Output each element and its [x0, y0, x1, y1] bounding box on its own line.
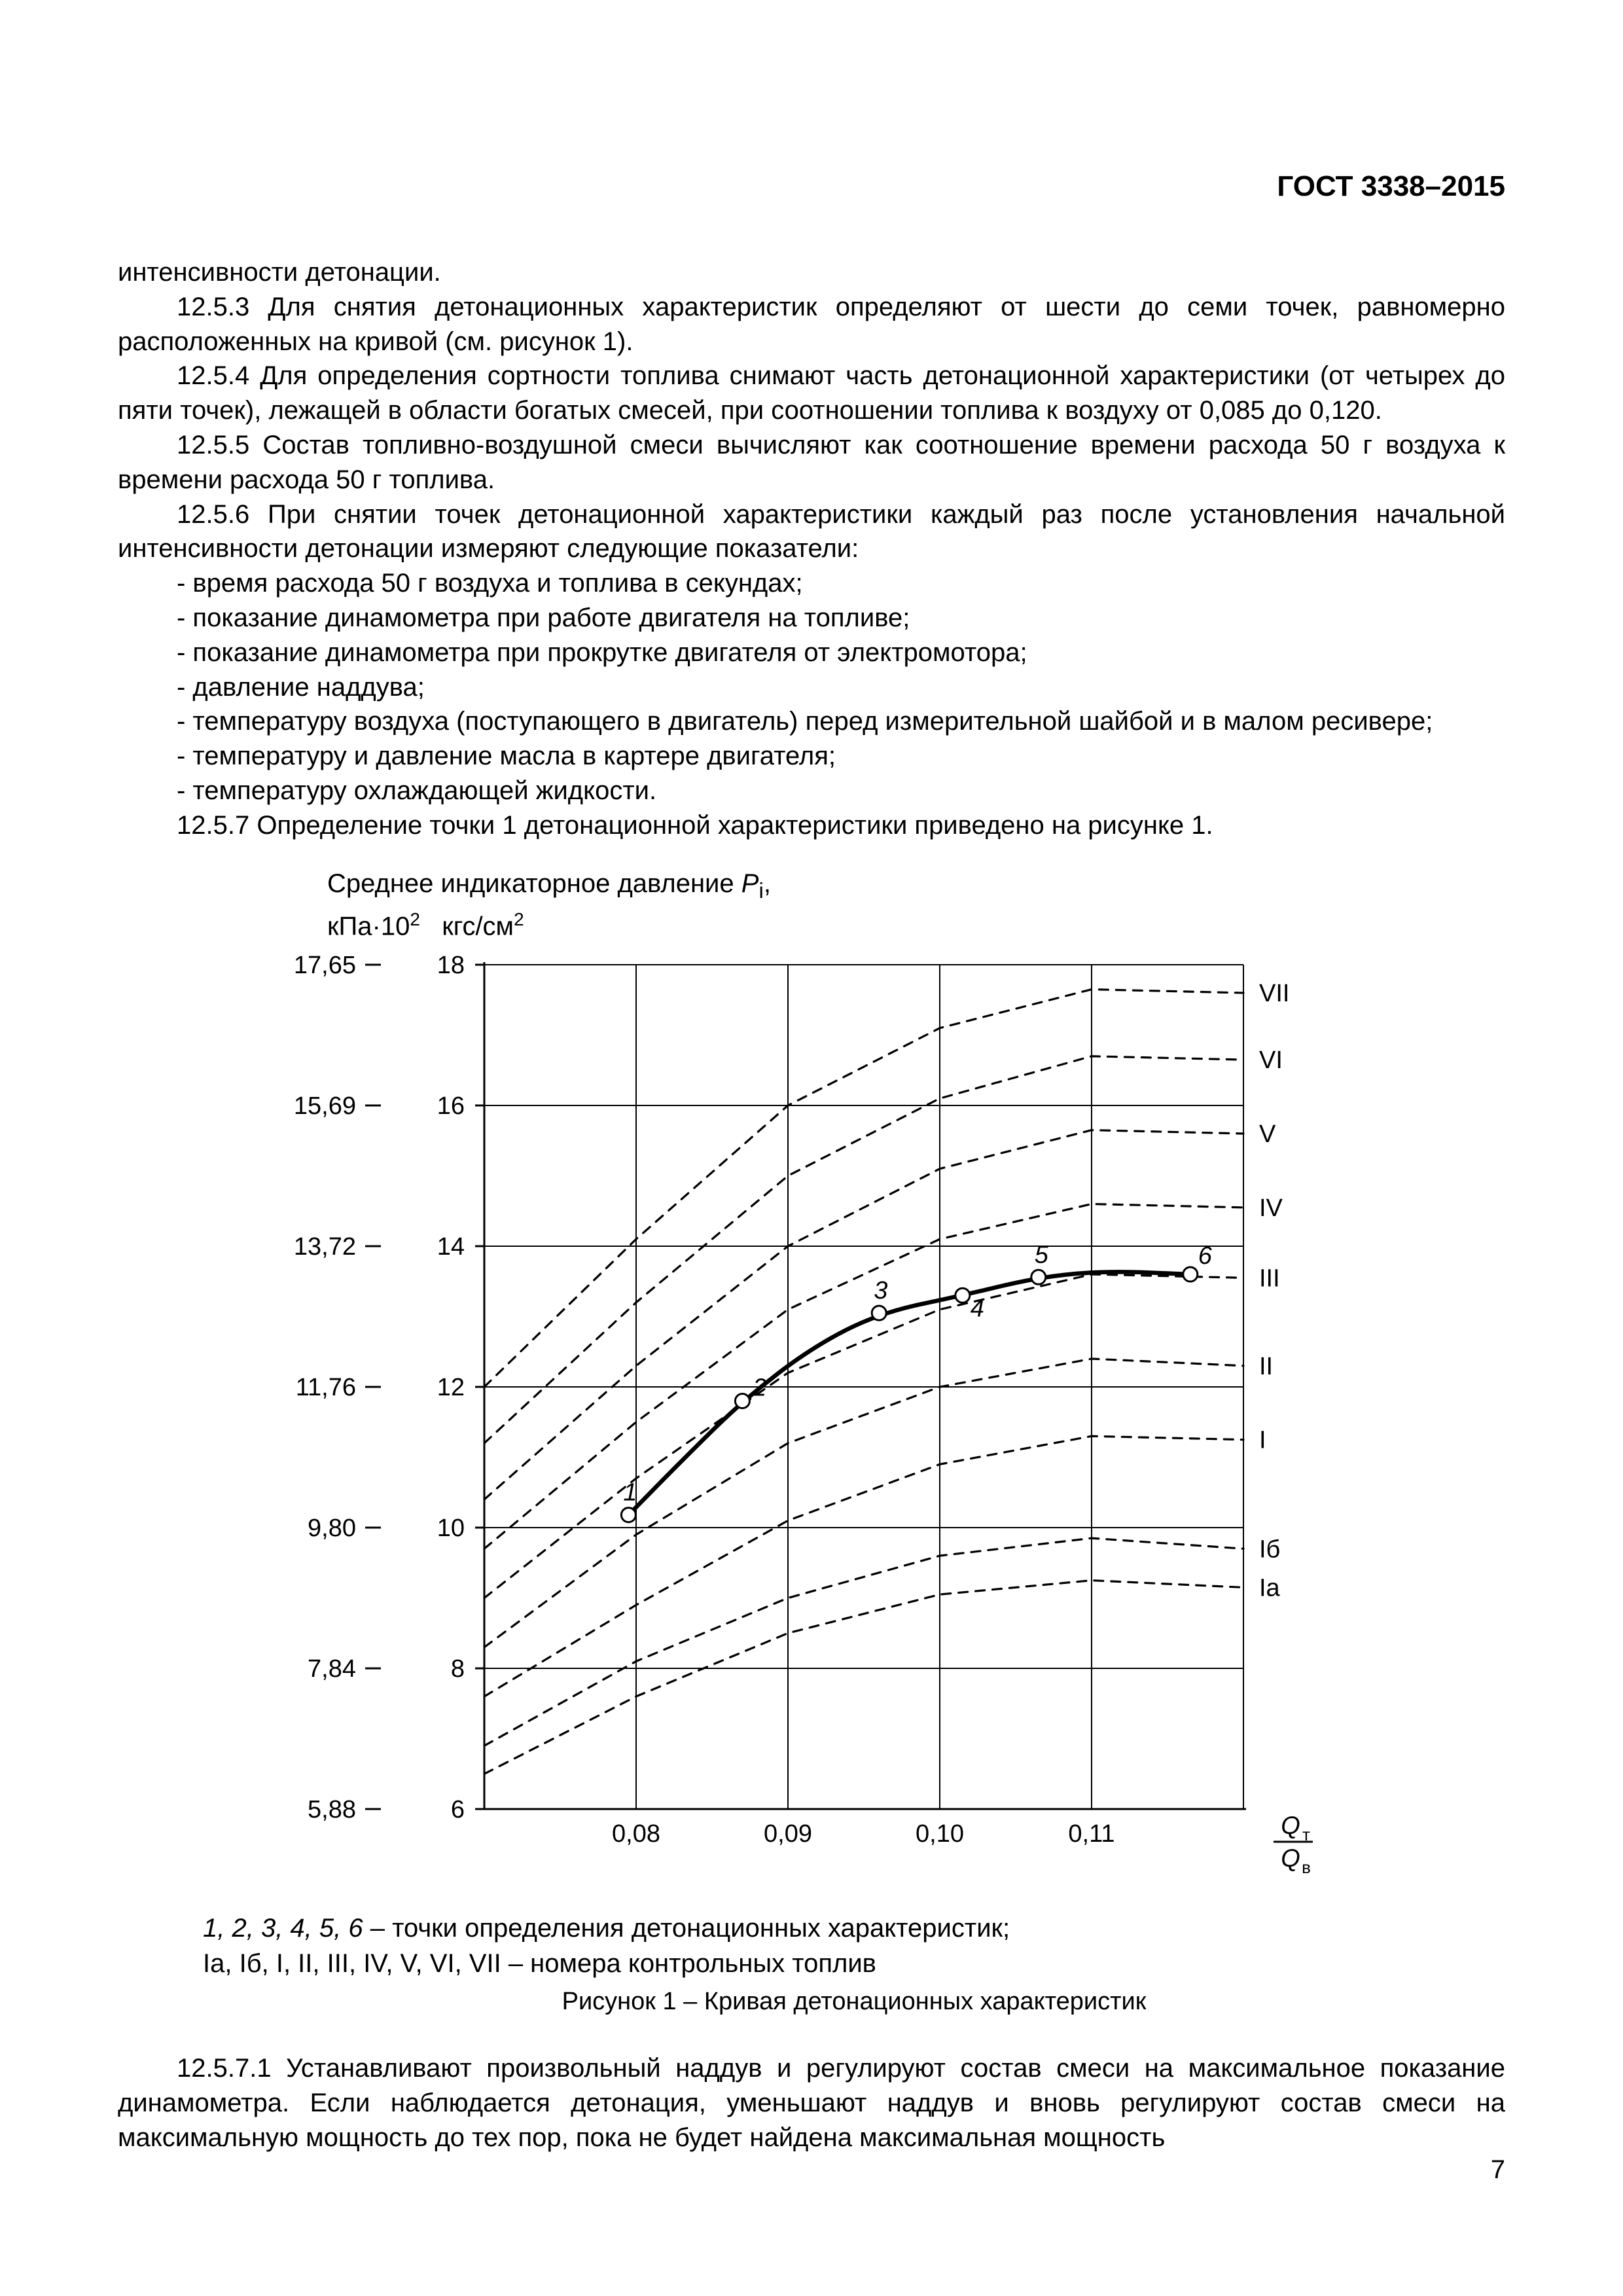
svg-text:VI: VI [1259, 1047, 1283, 1074]
svg-text:3: 3 [874, 1277, 887, 1304]
detonation-chart: 6810121416185,887,849,8011,7613,7215,691… [255, 945, 1342, 1881]
svg-text:15,69: 15,69 [294, 1092, 356, 1120]
svg-text:8: 8 [451, 1655, 465, 1683]
svg-text:IV: IV [1259, 1194, 1283, 1222]
para-after-figure: 12.5.7.1 Устанавливают произвольный надд… [118, 2051, 1505, 2155]
list-item-1: - время расхода 50 г воздуха и топлива в… [118, 566, 1505, 601]
svg-text:III: III [1259, 1265, 1280, 1292]
svg-text:II: II [1259, 1353, 1273, 1380]
list-item-2: - показание динамометра при работе двига… [118, 601, 1505, 636]
svg-text:I: I [1259, 1427, 1266, 1454]
list-item-4: - давление наддува; [118, 670, 1505, 705]
figure-units: кПа·102 кгс/см2 [327, 909, 1505, 941]
figure-title-text: Среднее индикаторное давление [327, 869, 741, 898]
list-item-6: - температуру и давление масла в картере… [118, 739, 1505, 774]
figure-title: Среднее индикаторное давление Pi, [327, 869, 1505, 904]
units-right: кгс/см [442, 912, 514, 941]
legend-line-1-italic: 1, 2, 3, 4, 5, 6 [203, 1914, 363, 1943]
svg-text:0,11: 0,11 [1068, 1820, 1115, 1848]
figure-block: Среднее индикаторное давление Pi, кПа·10… [118, 869, 1505, 2019]
svg-text:4: 4 [971, 1295, 984, 1322]
units-left: кПа·10 [327, 912, 410, 941]
svg-text:10: 10 [437, 1515, 465, 1542]
list-item-3: - показание динамометра при прокрутке дв… [118, 636, 1505, 670]
svg-text:Q: Q [1281, 1845, 1300, 1873]
svg-text:16: 16 [437, 1092, 465, 1120]
svg-text:VII: VII [1259, 980, 1289, 1007]
page-number: 7 [1491, 2155, 1505, 2185]
para-12-5-6: 12.5.6 При снятии точек детонационной ха… [118, 497, 1505, 567]
svg-text:2: 2 [752, 1374, 766, 1401]
figure-caption: Рисунок 1 – Кривая детонационных характе… [203, 1985, 1505, 2018]
svg-text:6: 6 [451, 1796, 465, 1823]
svg-text:0,09: 0,09 [764, 1820, 812, 1848]
svg-text:9,80: 9,80 [308, 1515, 356, 1542]
chart-container: 6810121416185,887,849,8011,7613,7215,691… [255, 945, 1505, 1884]
document-id: ГОСТ 3338–2015 [1277, 170, 1505, 203]
para-intro-cont: интенсивности детонации. [118, 255, 1505, 290]
list-item-5: - температуру воздуха (поступающего в дв… [118, 704, 1505, 739]
svg-text:0,10: 0,10 [916, 1820, 964, 1848]
svg-text:5,88: 5,88 [308, 1796, 356, 1823]
svg-text:Iа: Iа [1259, 1574, 1281, 1602]
units-left-sup: 2 [410, 909, 420, 929]
list-item-7: - температуру охлаждающей жидкости. [118, 774, 1505, 808]
para-12-5-7: 12.5.7 Определение точки 1 детонационной… [118, 808, 1505, 843]
figure-legend: 1, 2, 3, 4, 5, 6 – точки определения дет… [203, 1910, 1505, 2018]
figure-title-sub: i [758, 879, 763, 903]
legend-line-1: 1, 2, 3, 4, 5, 6 – точки определения дет… [203, 1910, 1505, 1946]
para-12-5-4: 12.5.4 Для определения сортности топлива… [118, 359, 1505, 428]
svg-text:14: 14 [437, 1233, 465, 1261]
svg-text:Iб: Iб [1259, 1535, 1280, 1563]
legend-line-1-rest: – точки определения детонационных характ… [363, 1914, 1010, 1943]
svg-text:1: 1 [623, 1479, 637, 1507]
svg-text:в: в [1302, 1857, 1311, 1877]
svg-text:13,72: 13,72 [294, 1233, 356, 1261]
figure-title-symbol: P [741, 869, 759, 898]
svg-text:Q: Q [1281, 1812, 1300, 1840]
svg-text:5: 5 [1035, 1241, 1049, 1268]
svg-text:6: 6 [1198, 1242, 1213, 1270]
para-12-5-5: 12.5.5 Состав топливно-воздушной смеси в… [118, 428, 1505, 497]
svg-text:17,65: 17,65 [294, 952, 356, 979]
legend-line-2: Iа, Iб, I, II, III, IV, V, VI, VII – ном… [203, 1946, 1505, 1981]
units-right-sup: 2 [514, 909, 524, 929]
body-text: интенсивности детонации. 12.5.3 Для снят… [118, 255, 1505, 843]
svg-text:V: V [1259, 1121, 1276, 1148]
svg-text:11,76: 11,76 [296, 1374, 356, 1401]
svg-text:12: 12 [437, 1374, 465, 1401]
svg-text:0,08: 0,08 [612, 1820, 660, 1848]
svg-text:18: 18 [437, 952, 465, 979]
para-12-5-3: 12.5.3 Для снятия детонационных характер… [118, 290, 1505, 359]
svg-text:7,84: 7,84 [308, 1655, 356, 1683]
para-12-5-7-1: 12.5.7.1 Устанавливают произвольный надд… [118, 2051, 1505, 2155]
